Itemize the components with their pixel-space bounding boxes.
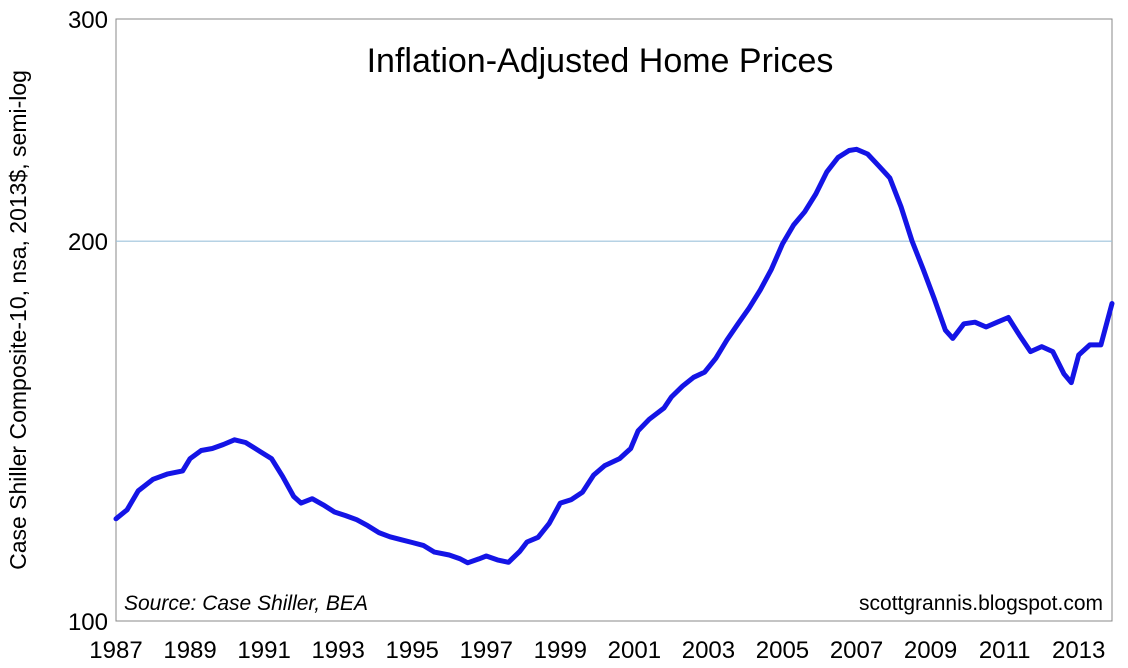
- x-tick-label-1999: 1999: [534, 637, 587, 664]
- website-note: scottgrannis.blogspot.com: [859, 592, 1103, 615]
- x-tick-label-2011: 2011: [979, 637, 1031, 664]
- x-tick-label-1987: 1987: [89, 637, 142, 664]
- x-tick-label-2003: 2003: [682, 637, 735, 664]
- x-tick-label-2007: 2007: [830, 637, 883, 664]
- x-tick-label-1995: 1995: [386, 637, 439, 664]
- y-tick-label-300: 300: [68, 7, 108, 34]
- x-tick-label-1991: 1991: [237, 637, 290, 664]
- x-tick-label-2005: 2005: [756, 637, 809, 664]
- y-tick-label-200: 200: [68, 229, 108, 256]
- series-layer: [113, 146, 1115, 566]
- x-tick-label-1993: 1993: [311, 637, 364, 664]
- x-tick-label-2001: 2001: [608, 637, 661, 664]
- x-tick-label-1997: 1997: [460, 637, 513, 664]
- plot-area-border: [115, 18, 1113, 622]
- y-tick-label-100: 100: [68, 609, 108, 636]
- tick-layer: 100 200 300 1987 1989 1991 1993 1995 1997 1999 200…: [68, 7, 1105, 664]
- x-tick-label-1989: 1989: [163, 637, 216, 664]
- x-tick-label-2013: 2013: [1052, 637, 1105, 664]
- y-axis-label: Case Shiller Composite-10, nsa, 2013$, s…: [5, 70, 31, 570]
- x-tick-label-2009: 2009: [904, 637, 957, 664]
- chart-title: Inflation-Adjusted Home Prices: [367, 42, 834, 80]
- source-note: Source: Case Shiller, BEA: [124, 592, 368, 615]
- series-line-0: [113, 146, 1115, 566]
